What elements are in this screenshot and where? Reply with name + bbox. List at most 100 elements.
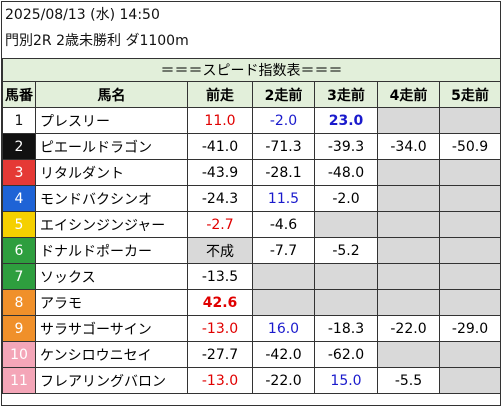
speed-index: -7.7	[252, 237, 315, 264]
table-row: 2 ピエールドラゴン -41.0 -71.3 -39.3 -34.0 -50.9	[2, 133, 502, 160]
speed-index: 15.0	[314, 367, 378, 394]
empty-cell	[377, 159, 440, 186]
horse-number: 11	[2, 367, 36, 394]
speed-index: -62.0	[314, 341, 378, 368]
column-header: 4走前	[377, 81, 440, 108]
table-row: 7 ソックス -13.5	[2, 263, 502, 290]
speed-index: -34.0	[377, 133, 440, 160]
empty-cell	[377, 211, 440, 238]
empty-cell	[438, 211, 502, 238]
table-row: 6 ドナルドポーカー 不成 -7.7 -5.2	[2, 237, 502, 264]
horse-name: リタルダント	[35, 159, 188, 186]
table-row: 10 ケンシロウニセイ -27.7 -42.0 -62.0	[2, 341, 502, 368]
empty-cell	[377, 289, 440, 316]
horse-name: ソックス	[35, 263, 188, 290]
datetime: 2025/08/13 (水) 14:50	[5, 7, 160, 23]
speed-index: -2.0	[252, 107, 315, 134]
horse-name: アラモ	[35, 289, 188, 316]
empty-cell	[438, 341, 502, 368]
speed-index: 11.0	[187, 107, 253, 134]
horse-number: 7	[2, 263, 36, 290]
empty-cell	[377, 185, 440, 212]
empty-cell	[438, 263, 502, 290]
horse-number: 3	[2, 159, 36, 186]
speed-index: 23.0	[314, 107, 378, 134]
speed-table: ＝＝＝スピード指数表＝＝＝ 馬番 馬名 前走 2走前 3走前 4走前 5走前 1 プレスリー 1…	[1, 58, 502, 394]
speed-index: -4.6	[252, 211, 315, 238]
horse-number: 1	[2, 107, 36, 134]
horse-number: 6	[2, 237, 36, 264]
table-row: 5 エイシンジンジャー -2.7 -4.6	[2, 211, 502, 238]
horse-number: 8	[2, 289, 36, 316]
column-header: 馬名	[35, 81, 188, 108]
table-row: 8 アラモ 42.6	[2, 289, 502, 316]
empty-cell	[438, 185, 502, 212]
empty-cell	[314, 211, 378, 238]
speed-index: -22.0	[377, 315, 440, 342]
table-row: 11 フレアリングバロン -13.0 -22.0 15.0 -5.5	[2, 367, 502, 394]
speed-index: -42.0	[252, 341, 315, 368]
horse-name: ピエールドラゴン	[35, 133, 188, 160]
horse-name: ケンシロウニセイ	[35, 341, 188, 368]
speed-index: 42.6	[187, 289, 253, 316]
speed-index: -41.0	[187, 133, 253, 160]
speed-index: -13.0	[187, 315, 253, 342]
horse-name: モンドバクシンオ	[35, 185, 188, 212]
empty-cell	[314, 289, 378, 316]
empty-cell	[438, 107, 502, 134]
empty-cell	[377, 107, 440, 134]
speed-index: -13.0	[187, 367, 253, 394]
horse-name: エイシンジンジャー	[35, 211, 188, 238]
speed-index: 不成	[187, 237, 253, 264]
table-row: 1 プレスリー 11.0 -2.0 23.0	[2, 107, 502, 134]
horse-number: 10	[2, 341, 36, 368]
speed-index: -28.1	[252, 159, 315, 186]
column-header: 2走前	[252, 81, 315, 108]
speed-index: -50.9	[438, 133, 502, 160]
empty-cell	[377, 263, 440, 290]
column-header: 3走前	[314, 81, 378, 108]
speed-index: -24.3	[187, 185, 253, 212]
speed-index: -27.7	[187, 341, 253, 368]
horse-name: サラサゴーサイン	[35, 315, 188, 342]
empty-cell	[438, 289, 502, 316]
speed-index: -29.0	[438, 315, 502, 342]
speed-index: -48.0	[314, 159, 378, 186]
speed-index: -18.3	[314, 315, 378, 342]
speed-index: 11.5	[252, 185, 315, 212]
speed-index: -39.3	[314, 133, 378, 160]
horse-name: プレスリー	[35, 107, 188, 134]
speed-index: 16.0	[252, 315, 315, 342]
speed-index: -13.5	[187, 263, 253, 290]
empty-cell	[438, 237, 502, 264]
speed-index: -22.0	[252, 367, 315, 394]
race-info: 門別2R 2歳未勝利 ダ1100m	[5, 33, 189, 49]
horse-number: 2	[2, 133, 36, 160]
speed-index: -71.3	[252, 133, 315, 160]
column-header: 前走	[187, 81, 253, 108]
table-title: ＝＝＝スピード指数表＝＝＝	[1, 58, 502, 82]
speed-index: -43.9	[187, 159, 253, 186]
empty-cell	[252, 263, 315, 290]
empty-cell	[438, 367, 502, 394]
horse-name: ドナルドポーカー	[35, 237, 188, 264]
empty-cell	[314, 263, 378, 290]
table-row: 4 モンドバクシンオ -24.3 11.5 -2.0	[2, 185, 502, 212]
speed-index: -5.2	[314, 237, 378, 264]
horse-number: 9	[2, 315, 36, 342]
empty-cell	[377, 237, 440, 264]
horse-number: 4	[2, 185, 36, 212]
column-header: 馬番	[2, 81, 36, 108]
horse-number: 5	[2, 211, 36, 238]
speed-index: -2.0	[314, 185, 378, 212]
horse-name: フレアリングバロン	[35, 367, 188, 394]
empty-cell	[438, 159, 502, 186]
table-row: 3 リタルダント -43.9 -28.1 -48.0	[2, 159, 502, 186]
empty-cell	[377, 341, 440, 368]
speed-index: -5.5	[377, 367, 440, 394]
table-row: 9 サラサゴーサイン -13.0 16.0 -18.3 -22.0 -29.0	[2, 315, 502, 342]
empty-cell	[252, 289, 315, 316]
column-header: 5走前	[438, 81, 502, 108]
speed-index: -2.7	[187, 211, 253, 238]
